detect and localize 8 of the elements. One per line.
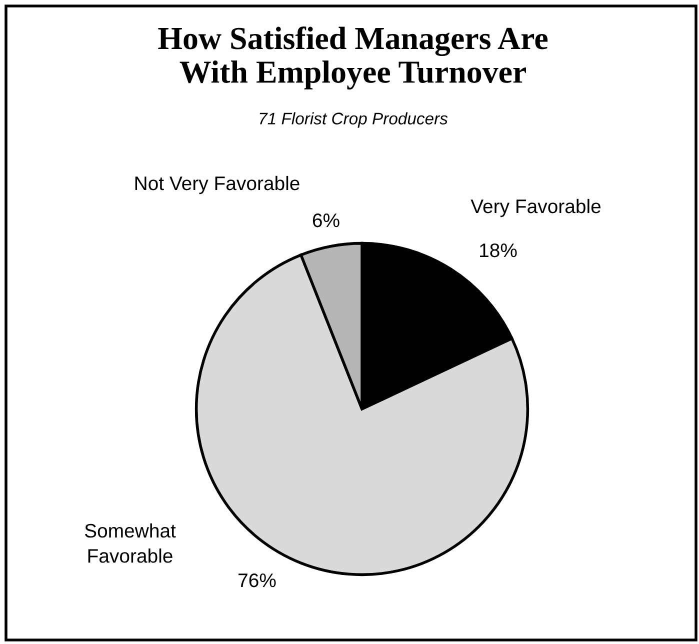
- slice-label: Very Favorable: [470, 198, 601, 218]
- data-label: 6%: [312, 213, 340, 228]
- data-label: 76%: [238, 573, 276, 588]
- chart-subtitle: 71 Florist Crop Producers: [260, 112, 448, 128]
- slice-label: Not Very Favorable: [135, 176, 300, 194]
- slice-label: Somewhat Favorable: [84, 523, 176, 563]
- data-label: 18%: [480, 243, 517, 258]
- chart-title: How Satisfied Managers Are With Employee Turnover: [158, 26, 548, 90]
